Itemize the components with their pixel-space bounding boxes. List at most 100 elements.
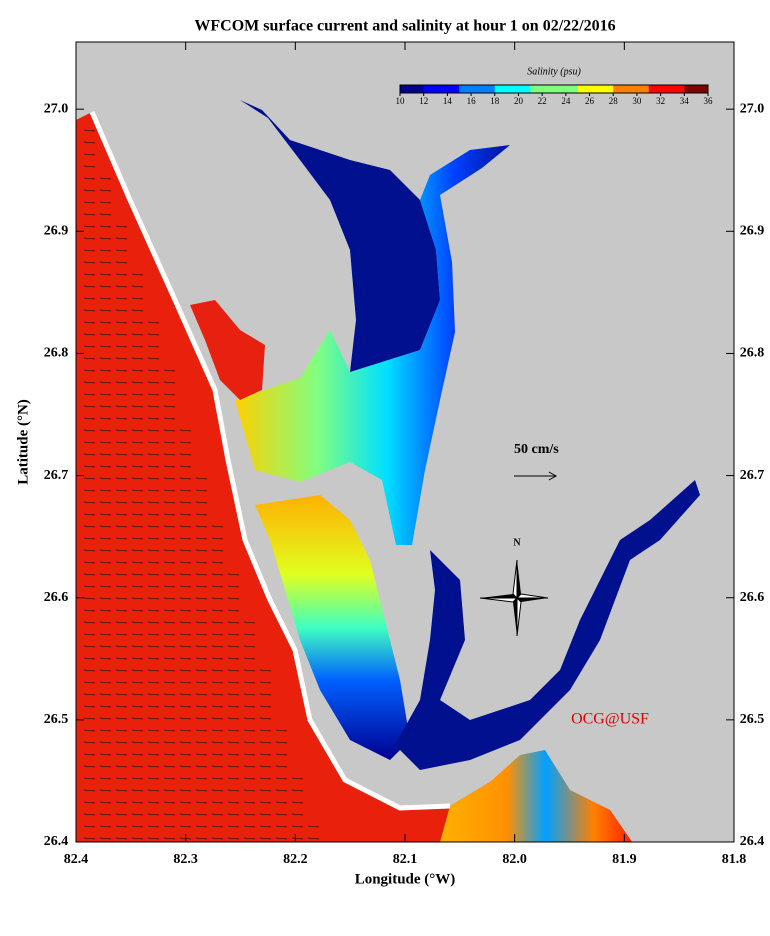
current-arrow xyxy=(99,309,112,312)
colorbar-tick-label: 10 xyxy=(396,96,406,106)
current-arrow xyxy=(211,597,224,600)
current-arrow xyxy=(243,729,256,732)
current-arrow xyxy=(195,741,208,744)
current-arrow xyxy=(99,393,112,396)
current-arrow xyxy=(227,777,240,780)
current-arrow xyxy=(147,561,160,564)
current-arrow xyxy=(163,657,176,660)
current-arrow xyxy=(83,681,96,684)
current-arrow xyxy=(163,561,176,564)
current-arrow xyxy=(131,405,144,408)
current-arrow xyxy=(243,801,256,804)
current-arrow xyxy=(259,825,272,828)
current-arrow xyxy=(115,513,128,516)
colorbar-tick-label: 30 xyxy=(632,96,642,106)
colorbar-cell xyxy=(613,85,626,93)
current-arrow xyxy=(147,321,160,324)
current-arrow xyxy=(115,405,128,408)
current-arrow xyxy=(163,465,176,468)
colorbar-tick-label: 14 xyxy=(443,96,453,106)
current-arrow xyxy=(163,741,176,744)
current-arrow xyxy=(227,585,240,588)
current-arrow xyxy=(83,729,96,732)
current-arrow xyxy=(195,837,208,840)
current-arrow xyxy=(163,369,176,372)
current-arrow xyxy=(243,837,256,840)
current-arrow xyxy=(195,633,208,636)
current-arrow xyxy=(131,825,144,828)
current-arrow xyxy=(83,201,96,204)
current-arrow xyxy=(211,801,224,804)
northwest-bay xyxy=(190,300,265,400)
current-arrow xyxy=(163,777,176,780)
current-arrow xyxy=(259,777,272,780)
current-arrow xyxy=(147,441,160,444)
current-arrow xyxy=(195,717,208,720)
current-arrow xyxy=(179,453,192,456)
current-arrow xyxy=(99,429,112,432)
current-arrow xyxy=(147,729,160,732)
current-arrow xyxy=(227,621,240,624)
current-arrow xyxy=(83,393,96,396)
current-arrow xyxy=(115,381,128,384)
current-arrow xyxy=(131,801,144,804)
current-arrow xyxy=(275,813,288,816)
current-arrow xyxy=(147,393,160,396)
current-arrow xyxy=(131,369,144,372)
current-arrow xyxy=(131,657,144,660)
colorbar-cell xyxy=(660,85,673,93)
current-arrow xyxy=(83,285,96,288)
current-arrow xyxy=(99,765,112,768)
current-arrow xyxy=(275,837,288,840)
current-arrow xyxy=(179,585,192,588)
current-arrow xyxy=(211,645,224,648)
current-arrow xyxy=(179,693,192,696)
current-arrow xyxy=(83,153,96,156)
current-arrow xyxy=(163,441,176,444)
current-arrow xyxy=(115,777,128,780)
current-arrow xyxy=(83,777,96,780)
current-arrow xyxy=(163,417,176,420)
current-arrow xyxy=(179,789,192,792)
current-arrow xyxy=(99,705,112,708)
colorbar-tick-label: 36 xyxy=(704,96,714,106)
y-tick-label: 26.5 xyxy=(44,712,69,727)
current-arrow xyxy=(195,621,208,624)
current-arrow xyxy=(307,825,320,828)
compass xyxy=(479,559,549,637)
current-arrow xyxy=(83,705,96,708)
current-arrow xyxy=(83,513,96,516)
current-arrow xyxy=(115,297,128,300)
current-arrow xyxy=(147,789,160,792)
credit: OCG@USF xyxy=(571,711,649,728)
current-arrow xyxy=(227,609,240,612)
current-arrow xyxy=(131,501,144,504)
current-arrow xyxy=(131,285,144,288)
current-arrow xyxy=(83,357,96,360)
current-arrow xyxy=(195,693,208,696)
current-arrow xyxy=(291,801,304,804)
current-arrow xyxy=(131,333,144,336)
current-arrow xyxy=(211,777,224,780)
current-arrow xyxy=(179,549,192,552)
current-arrow xyxy=(211,657,224,660)
current-arrow xyxy=(115,489,128,492)
colorbar-tick-label: 26 xyxy=(585,96,595,106)
current-arrow xyxy=(99,597,112,600)
current-arrow xyxy=(115,285,128,288)
current-arrow xyxy=(163,609,176,612)
colorbar-cell xyxy=(471,85,484,93)
current-arrow xyxy=(115,465,128,468)
colorbar-cell xyxy=(696,85,709,93)
current-arrow xyxy=(179,657,192,660)
current-arrow xyxy=(179,561,192,564)
current-arrow xyxy=(131,705,144,708)
current-arrow xyxy=(163,705,176,708)
current-arrow xyxy=(115,453,128,456)
current-arrow xyxy=(99,321,112,324)
current-arrow xyxy=(147,357,160,360)
current-arrow xyxy=(275,741,288,744)
current-arrow xyxy=(99,465,112,468)
gulf-water xyxy=(76,112,632,842)
current-arrow xyxy=(163,633,176,636)
